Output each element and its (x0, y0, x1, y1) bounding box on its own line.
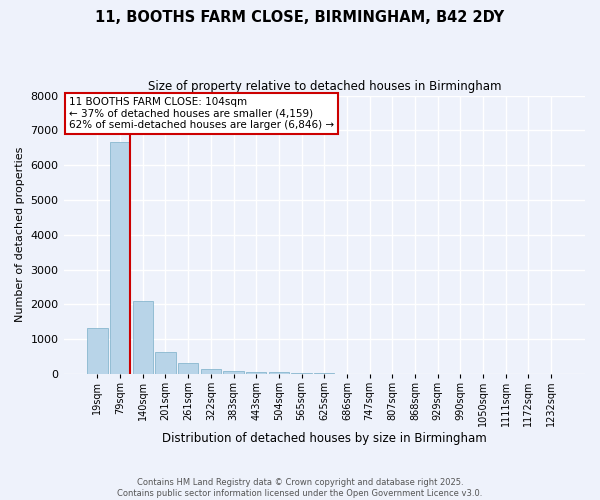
Text: 11, BOOTHS FARM CLOSE, BIRMINGHAM, B42 2DY: 11, BOOTHS FARM CLOSE, BIRMINGHAM, B42 2… (95, 10, 505, 25)
Bar (87, 328, 107, 374)
Bar (200, 368, 221, 374)
Bar (178, 364, 199, 374)
Bar (246, 372, 266, 374)
Text: 11 BOOTHS FARM CLOSE: 104sqm
← 37% of detached houses are smaller (4,159)
62% of: 11 BOOTHS FARM CLOSE: 104sqm ← 37% of de… (69, 97, 334, 130)
Bar (223, 372, 244, 374)
X-axis label: Distribution of detached houses by size in Birmingham: Distribution of detached houses by size … (162, 432, 487, 445)
Bar (292, 373, 312, 374)
Bar (269, 372, 289, 374)
Title: Size of property relative to detached houses in Birmingham: Size of property relative to detached ho… (148, 80, 501, 93)
Y-axis label: Number of detached properties: Number of detached properties (15, 147, 25, 322)
Bar (133, 302, 153, 374)
Bar (155, 352, 176, 374)
Text: Contains HM Land Registry data © Crown copyright and database right 2025.
Contai: Contains HM Land Registry data © Crown c… (118, 478, 482, 498)
Bar (110, 142, 130, 374)
